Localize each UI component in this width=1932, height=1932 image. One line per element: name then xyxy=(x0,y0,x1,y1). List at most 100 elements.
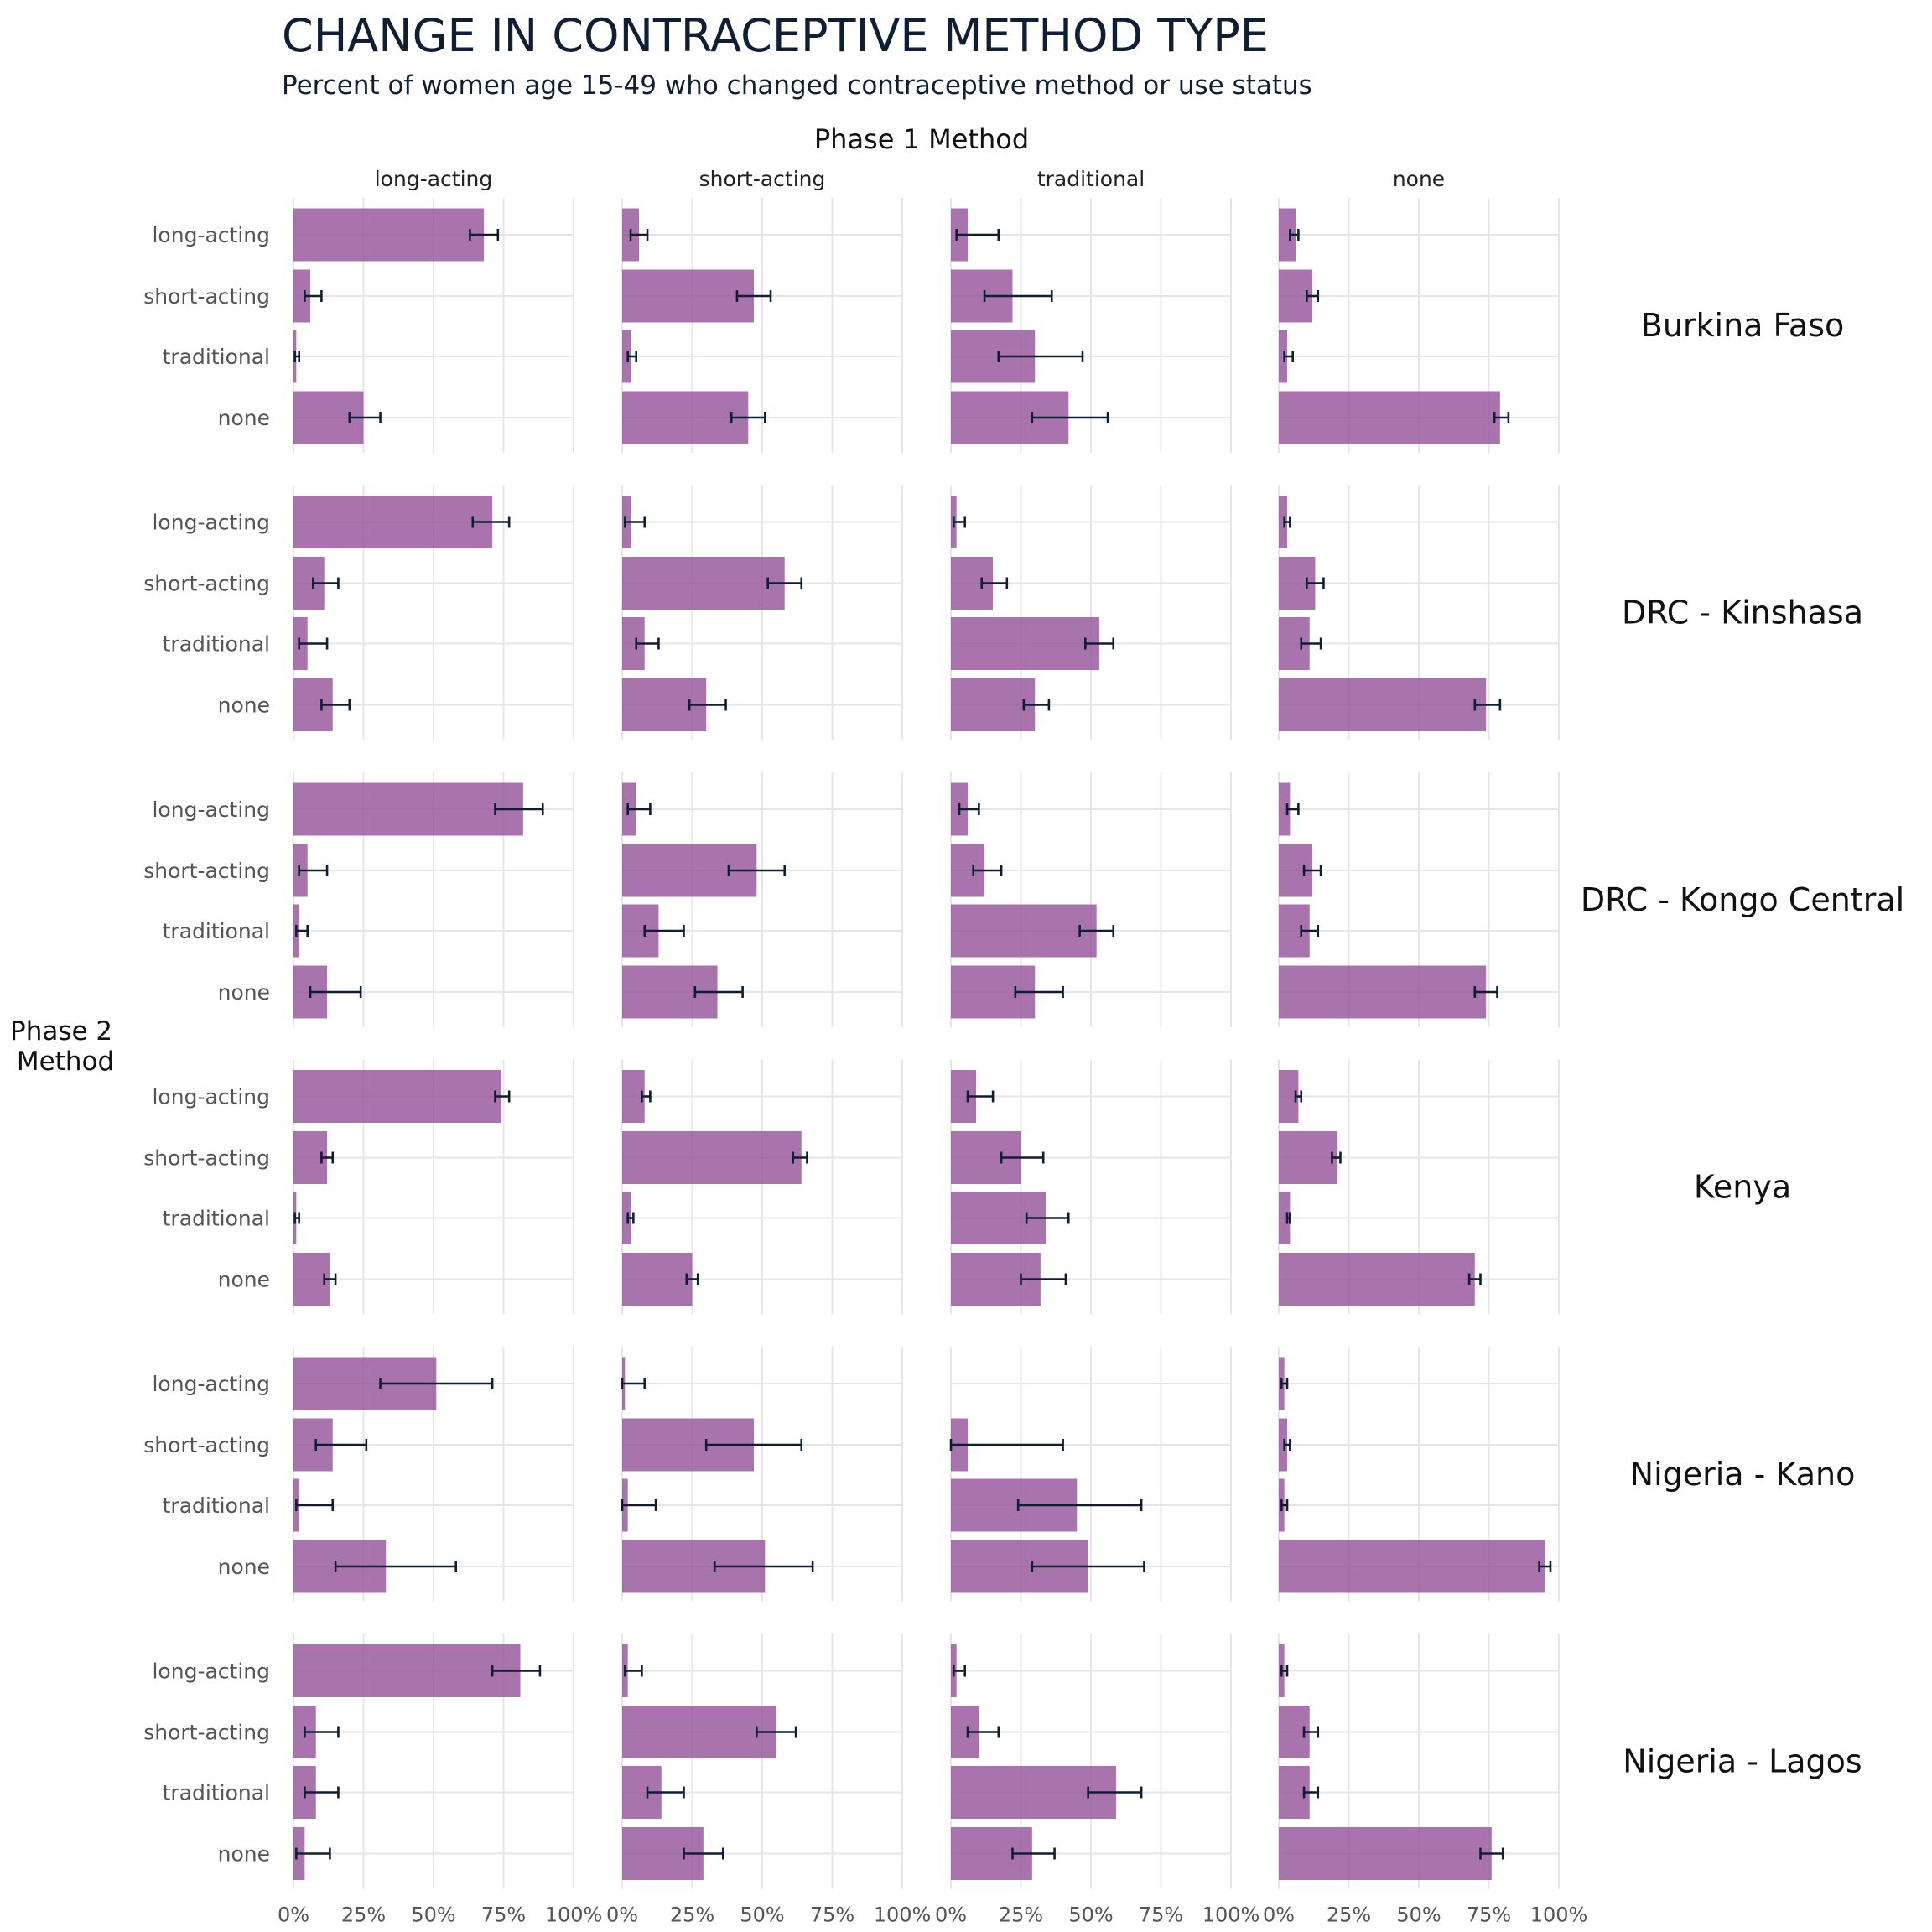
error-bar-none xyxy=(1473,699,1502,711)
y-tick-label: traditional xyxy=(163,919,270,943)
error-bar-long-acting xyxy=(491,1665,542,1677)
column-strip-long-acting: long-acting xyxy=(375,167,493,191)
error-bar-none xyxy=(693,986,744,998)
x-tick-label: 0% xyxy=(606,1903,638,1927)
panel-burkina-faso-short-acting xyxy=(621,198,903,453)
error-bar-short-acting xyxy=(983,290,1053,302)
error-bar-traditional xyxy=(1078,925,1115,937)
error-bar-short-acting xyxy=(766,577,803,589)
error-bar-short-acting xyxy=(298,865,329,876)
x-tick-label: 50% xyxy=(1396,1903,1441,1927)
y-axis-title-line-2: Method xyxy=(17,1046,114,1077)
y-tick-label: short-acting xyxy=(143,1721,270,1745)
y-tick-label: short-acting xyxy=(143,1146,270,1171)
panel-burkina-faso-traditional xyxy=(950,198,1232,453)
x-tick-label: 50% xyxy=(411,1903,455,1927)
bar-traditional xyxy=(1279,330,1288,383)
panel-drc-kinshasa-traditional xyxy=(950,485,1232,740)
bar-none xyxy=(622,1253,693,1306)
panel-drc-kinshasa-long-acting xyxy=(293,485,574,740)
y-tick-label: none xyxy=(218,1268,270,1292)
error-bar-none xyxy=(1473,986,1498,998)
y-tick-label: long-acting xyxy=(152,1085,270,1109)
error-bar-long-acting xyxy=(953,1665,966,1677)
bar-none xyxy=(1279,678,1487,731)
error-bar-short-acting xyxy=(312,577,340,589)
y-tick-label: long-acting xyxy=(152,797,270,822)
error-bar-none xyxy=(348,412,382,423)
error-bar-none xyxy=(295,1847,331,1860)
error-bar-short-acting xyxy=(1283,1439,1291,1451)
chart-title: CHANGE IN CONTRACEPTIVE METHOD TYPE xyxy=(282,9,1269,62)
error-bar-traditional xyxy=(1300,637,1322,650)
error-bar-long-acting xyxy=(469,229,500,241)
error-bar-long-acting xyxy=(1283,516,1291,528)
bar-long-acting xyxy=(293,1070,501,1123)
error-bar-traditional xyxy=(1300,925,1320,937)
panel-drc-kongo-central-long-acting xyxy=(293,772,574,1027)
error-bar-none xyxy=(1493,412,1510,423)
x-tick-label: 75% xyxy=(810,1903,854,1927)
y-tick-label: short-acting xyxy=(143,284,270,309)
error-bar-short-acting xyxy=(735,290,772,302)
error-bar-traditional xyxy=(1302,1786,1320,1799)
bar-none xyxy=(1279,965,1487,1019)
panel-drc-kongo-central-none xyxy=(1278,772,1560,1027)
error-bar-long-acting xyxy=(1280,1378,1289,1389)
error-bar-traditional xyxy=(646,1786,685,1799)
error-bar-none xyxy=(730,412,766,423)
error-bar-short-acting xyxy=(304,290,323,302)
error-bar-traditional xyxy=(643,925,685,937)
panel-kenya-none xyxy=(1278,1059,1560,1315)
error-bar-long-acting xyxy=(955,229,1000,241)
y-tick-label: traditional xyxy=(163,345,270,369)
row-strip-label: Nigeria - Lagos xyxy=(1623,1743,1862,1780)
panel-nigeria-lagos-long-acting: 0% 25% 50% 75% 100% xyxy=(278,1633,603,1927)
error-bar-traditional xyxy=(635,637,660,650)
facet-row-drc-kongo-central: DRC - Kongo Central long-acting short-acti… xyxy=(143,772,1904,1027)
error-bar-traditional xyxy=(1087,1786,1143,1799)
panel-drc-kinshasa-none xyxy=(1278,485,1560,740)
error-bar-traditional xyxy=(295,925,309,937)
row-strip-label: DRC - Kongo Central xyxy=(1581,881,1904,918)
error-bar-traditional xyxy=(997,351,1084,362)
error-bar-none xyxy=(713,1561,814,1572)
facet-row-drc-kinshasa: DRC - Kinshasa long-acting short-acting tra… xyxy=(143,485,1863,740)
bar-traditional xyxy=(622,1192,631,1244)
error-bar-traditional xyxy=(1285,1212,1291,1224)
bar-none xyxy=(1279,1253,1475,1306)
bar-long-acting xyxy=(1279,496,1288,548)
bar-long-acting xyxy=(293,496,493,548)
panel-nigeria-kano-none xyxy=(1278,1347,1560,1602)
error-bar-none xyxy=(1538,1561,1552,1572)
bar-traditional xyxy=(622,330,631,383)
error-bar-short-acting xyxy=(1302,1726,1320,1738)
x-tick-label: 100% xyxy=(545,1903,603,1927)
panel-drc-kongo-central-traditional xyxy=(950,772,1232,1027)
panel-burkina-faso-long-acting xyxy=(293,198,574,453)
error-bar-long-acting xyxy=(621,1378,647,1389)
error-bar-short-acting xyxy=(1302,865,1322,876)
error-bar-none xyxy=(1014,986,1064,998)
error-bar-long-acting xyxy=(1285,803,1300,815)
row-strip-label: Burkina Faso xyxy=(1641,307,1845,344)
error-bar-long-acting xyxy=(494,1090,511,1103)
bar-short-acting xyxy=(622,557,785,610)
error-bar-none xyxy=(1031,1561,1145,1572)
y-tick-label: traditional xyxy=(163,1781,270,1805)
error-bar-long-acting xyxy=(641,1090,652,1103)
y-tick-label: short-acting xyxy=(143,572,270,596)
y-tick-label: long-acting xyxy=(152,223,270,247)
error-bar-traditional xyxy=(626,1212,635,1224)
error-bar-long-acting xyxy=(966,1090,995,1103)
error-bar-traditional xyxy=(298,637,329,650)
error-bar-short-acting xyxy=(980,577,1009,589)
bar-none xyxy=(622,391,749,444)
panel-kenya-short-acting xyxy=(621,1059,903,1315)
bar-traditional xyxy=(951,617,1100,670)
column-facet-title: Phase 1 Method xyxy=(814,123,1029,155)
bar-none xyxy=(951,678,1036,731)
facet-row-burkina-faso: Burkina Faso long-acting short-acting tradi… xyxy=(143,198,1844,453)
error-bar-short-acting xyxy=(1000,1151,1045,1164)
error-bar-traditional xyxy=(304,1786,340,1799)
